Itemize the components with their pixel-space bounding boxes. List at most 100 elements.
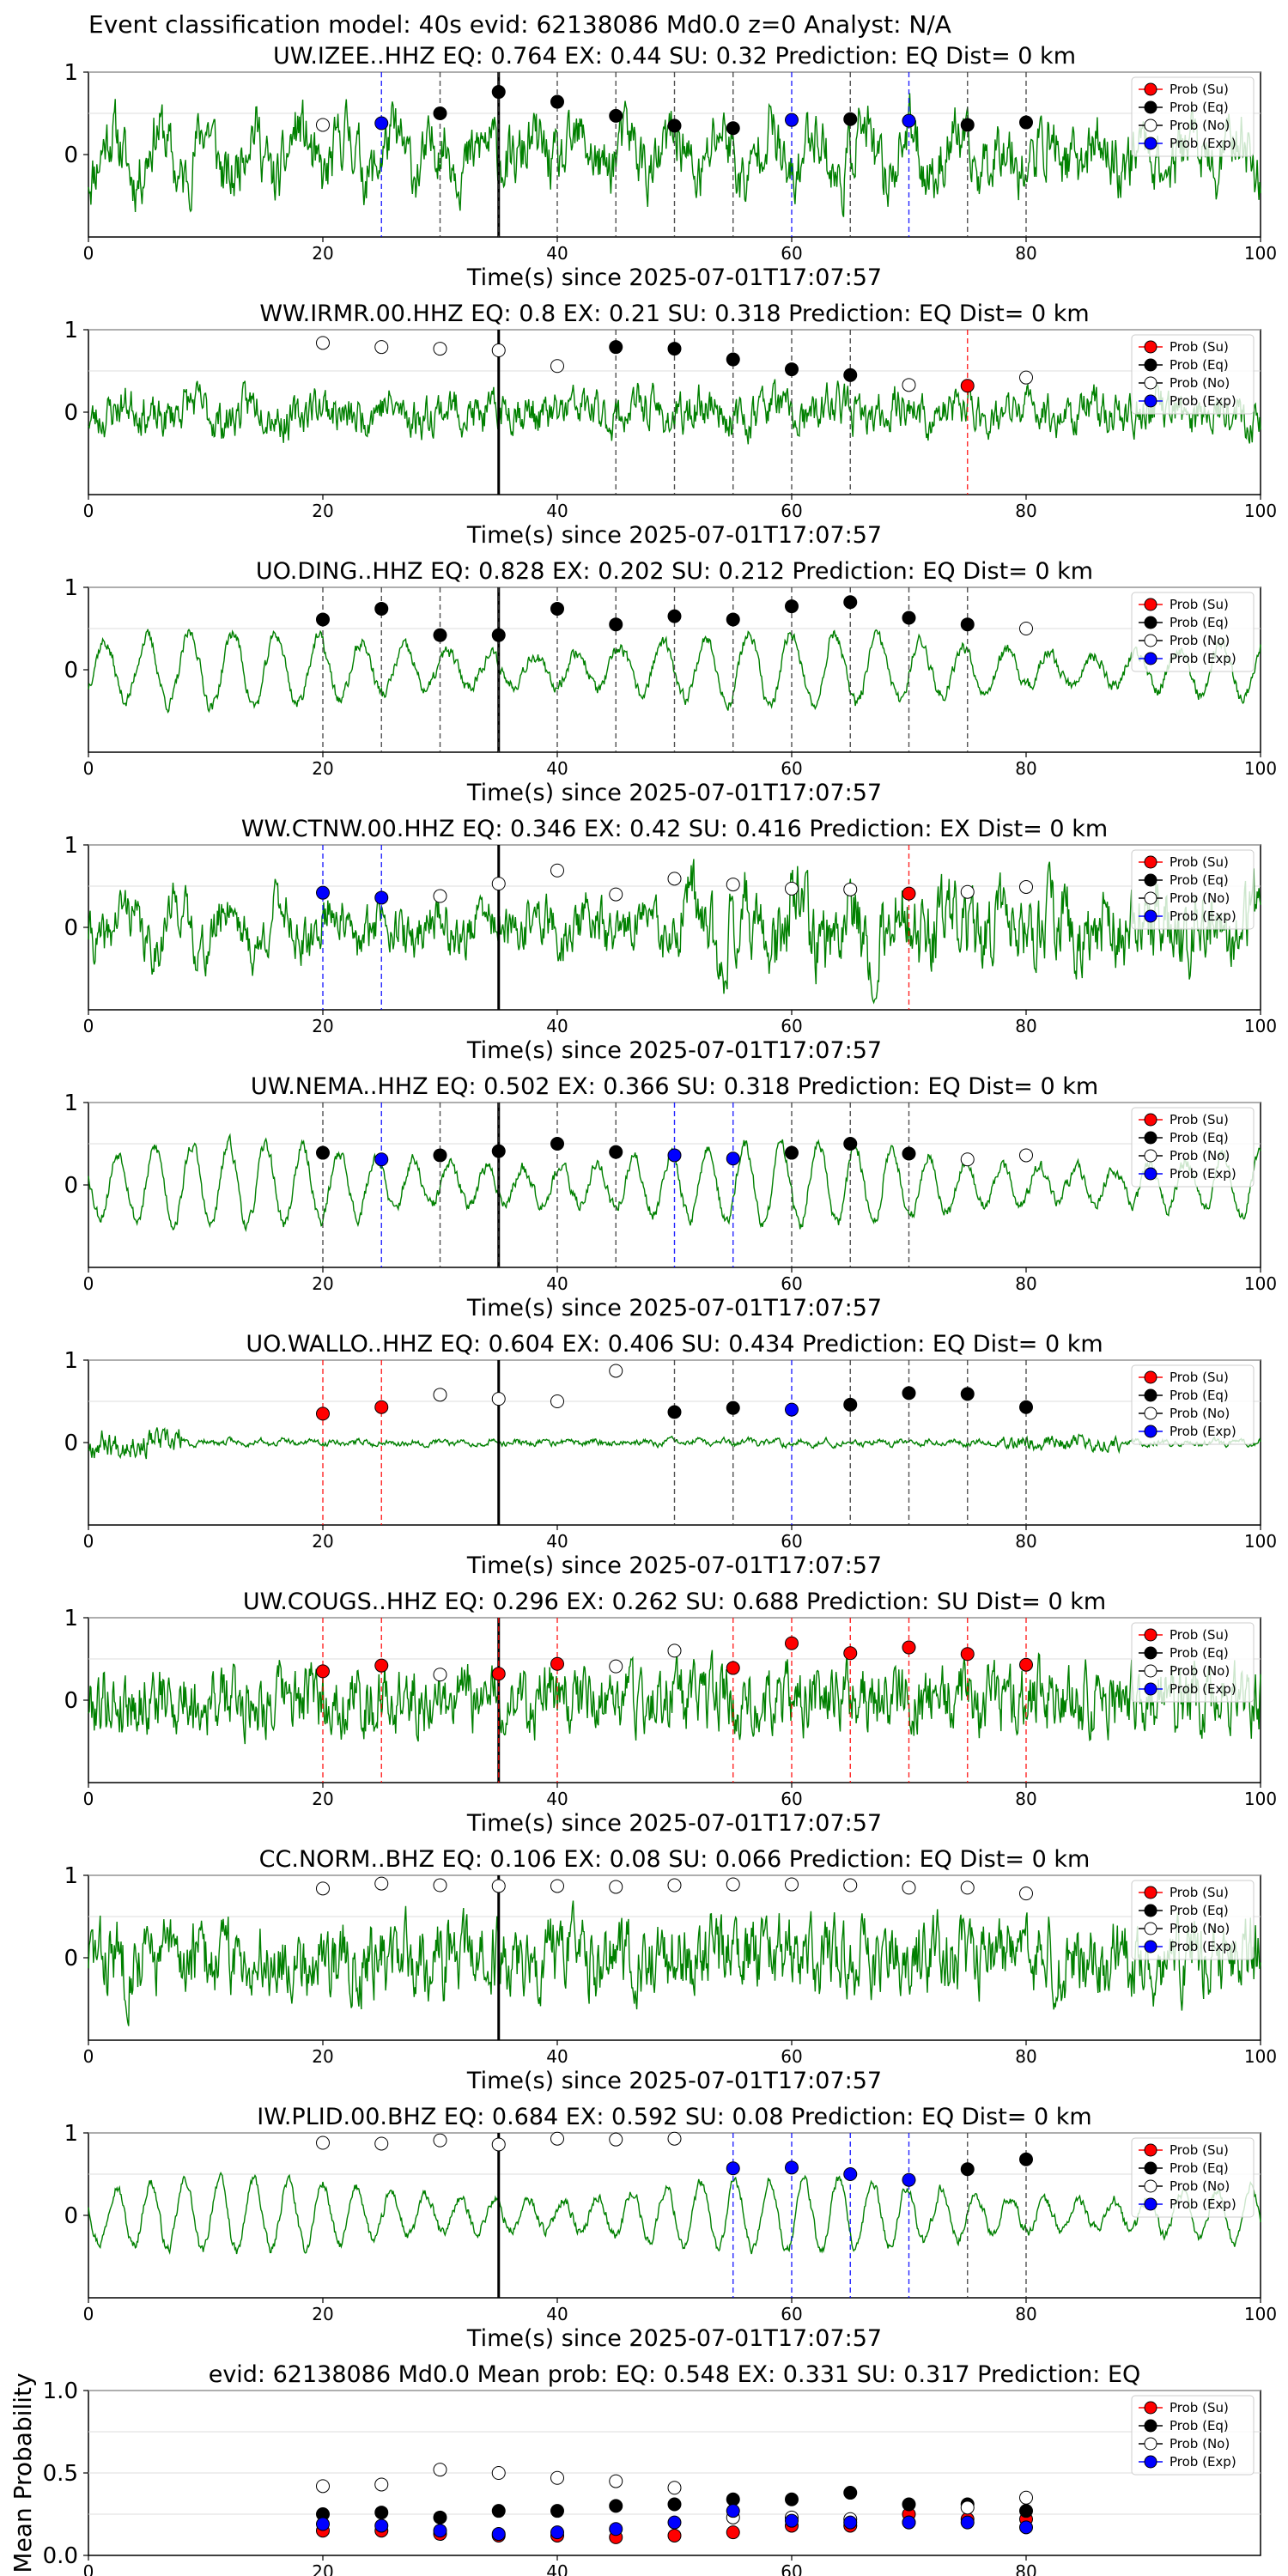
prob-marker-eq: [550, 94, 564, 109]
prob-marker-eq: [609, 1145, 623, 1159]
prob-marker-eq: [785, 362, 799, 377]
legend-label-exp: Prob (Exp): [1170, 393, 1236, 409]
prob-marker-no: [491, 877, 506, 891]
x-tick-label: 0: [83, 1789, 94, 1809]
y-tick-label: 1: [64, 1606, 78, 1631]
legend-label-su: Prob (Su): [1170, 1885, 1229, 1900]
mean-prob-marker-eq: [433, 2510, 447, 2524]
y-tick-label: 0.0: [43, 2543, 78, 2569]
mean-prob-marker-no: [550, 2470, 564, 2485]
prob-marker-no: [550, 1879, 564, 1893]
legend-marker-su: [1144, 2401, 1157, 2415]
prob-marker-exp: [785, 112, 799, 127]
prob-marker-exp: [843, 2167, 858, 2181]
prob-marker-no: [902, 378, 916, 392]
mean-prob-marker-exp: [902, 2515, 916, 2530]
mean-prob-marker-no: [491, 2466, 506, 2480]
legend-label-no: Prob (No): [1170, 1663, 1230, 1679]
prob-marker-no: [433, 1878, 447, 1893]
legend-box: [1131, 1880, 1255, 1960]
x-tick-label: 40: [546, 1531, 568, 1552]
prob-marker-eq: [550, 1137, 564, 1151]
prob-marker-no: [491, 1392, 506, 1406]
prob-marker-exp: [667, 1148, 682, 1163]
legend-label-exp: Prob (Exp): [1170, 908, 1236, 924]
legend-marker-exp: [1144, 1940, 1157, 1953]
prob-marker-exp: [726, 2161, 740, 2176]
x-tick-label: 60: [781, 2304, 802, 2324]
prob-marker-eq: [726, 612, 740, 627]
legend-box: [1131, 76, 1255, 157]
legend-marker-no: [1144, 1664, 1157, 1678]
prob-marker-eq: [960, 617, 975, 632]
prob-marker-no: [609, 1364, 623, 1378]
legend-marker-exp: [1144, 137, 1157, 150]
x-tick-label: 100: [1244, 2304, 1277, 2324]
waveform-trace: [88, 1649, 1261, 1745]
legend-label-eq: Prob (Eq): [1170, 872, 1229, 888]
panel-title: UO.WALLO..HHZ EQ: 0.604 EX: 0.406 SU: 0.…: [246, 1331, 1103, 1358]
y-tick-label: 0: [64, 400, 78, 426]
prob-marker-no: [491, 1879, 506, 1893]
prob-marker-no: [491, 343, 506, 357]
prob-marker-su: [316, 1664, 330, 1679]
legend-marker-su: [1144, 2143, 1157, 2157]
legend-label-su: Prob (Su): [1170, 1112, 1229, 1127]
legend-label-eq: Prob (Eq): [1170, 100, 1229, 115]
y-tick-label: 0: [64, 2203, 78, 2229]
mean-prob-marker-exp: [1019, 2520, 1033, 2535]
mean-prob-marker-exp: [609, 2522, 623, 2537]
legend-marker-su: [1144, 340, 1157, 354]
x-tick-label: 20: [312, 2304, 333, 2324]
x-tick-label: 0: [83, 2561, 94, 2576]
x-tick-label: 60: [781, 1016, 802, 1036]
x-tick-label: 0: [83, 1531, 94, 1552]
legend-marker-exp: [1144, 2455, 1157, 2469]
prob-marker-eq: [726, 352, 740, 367]
x-tick-label: 0: [83, 2046, 94, 2067]
prob-marker-no: [902, 1880, 916, 1895]
legend-marker-su: [1144, 1113, 1157, 1127]
prob-marker-eq: [667, 118, 682, 133]
prob-marker-no: [316, 2136, 330, 2150]
x-tick-label: 40: [546, 1016, 568, 1036]
x-tick-label: 80: [1015, 1531, 1036, 1552]
legend-label-no: Prob (No): [1170, 633, 1230, 648]
prob-marker-eq: [785, 1145, 799, 1160]
legend-marker-eq: [1144, 1388, 1157, 1402]
legend-marker-eq: [1144, 2161, 1157, 2175]
legend-marker-eq: [1144, 616, 1157, 629]
legend-label-su: Prob (Su): [1170, 1627, 1229, 1643]
prob-marker-eq: [550, 601, 564, 616]
x-tick-label: 40: [546, 1789, 568, 1809]
x-tick-label: 0: [83, 1273, 94, 1294]
panels: UW.IZEE..HHZ EQ: 0.764 EX: 0.44 SU: 0.32…: [9, 43, 1277, 2576]
panel-title: WW.IRMR.00.HHZ EQ: 0.8 EX: 0.21 SU: 0.31…: [259, 301, 1089, 327]
y-tick-label: 0: [64, 143, 78, 168]
y-tick-label: 1: [64, 318, 78, 343]
legend-marker-exp: [1144, 1167, 1157, 1181]
y-tick-label: 1: [64, 1348, 78, 1374]
x-tick-label: 40: [546, 1273, 568, 1294]
legend-label-no: Prob (No): [1170, 118, 1230, 133]
x-tick-label: 0: [83, 758, 94, 779]
panel-2: WW.IRMR.00.HHZ EQ: 0.8 EX: 0.21 SU: 0.31…: [64, 301, 1277, 549]
legend-label-exp: Prob (Exp): [1170, 1424, 1236, 1439]
y-tick-label: 1: [64, 1863, 78, 1889]
waveform-trace: [88, 1900, 1261, 2026]
figure-title: Event classification model: 40s evid: 62…: [88, 10, 951, 39]
prob-marker-eq: [843, 595, 858, 610]
legend-label-eq: Prob (Eq): [1170, 1388, 1229, 1403]
prob-marker-eq: [902, 1146, 916, 1161]
legend-label-eq: Prob (Eq): [1170, 2160, 1229, 2176]
mean-prob-marker-su: [667, 2528, 682, 2543]
prob-marker-eq: [433, 106, 447, 120]
legend-label-eq: Prob (Eq): [1170, 2418, 1229, 2433]
prob-marker-no: [609, 1659, 623, 1674]
mean-prob-marker-eq: [902, 2497, 916, 2512]
y-tick-label: 0: [64, 915, 78, 941]
legend-label-exp: Prob (Exp): [1170, 1939, 1236, 1954]
legend-label-eq: Prob (Eq): [1170, 1130, 1229, 1145]
prob-marker-eq: [785, 599, 799, 614]
panel-title: IW.PLID.00.BHZ EQ: 0.684 EX: 0.592 SU: 0…: [257, 2104, 1091, 2130]
